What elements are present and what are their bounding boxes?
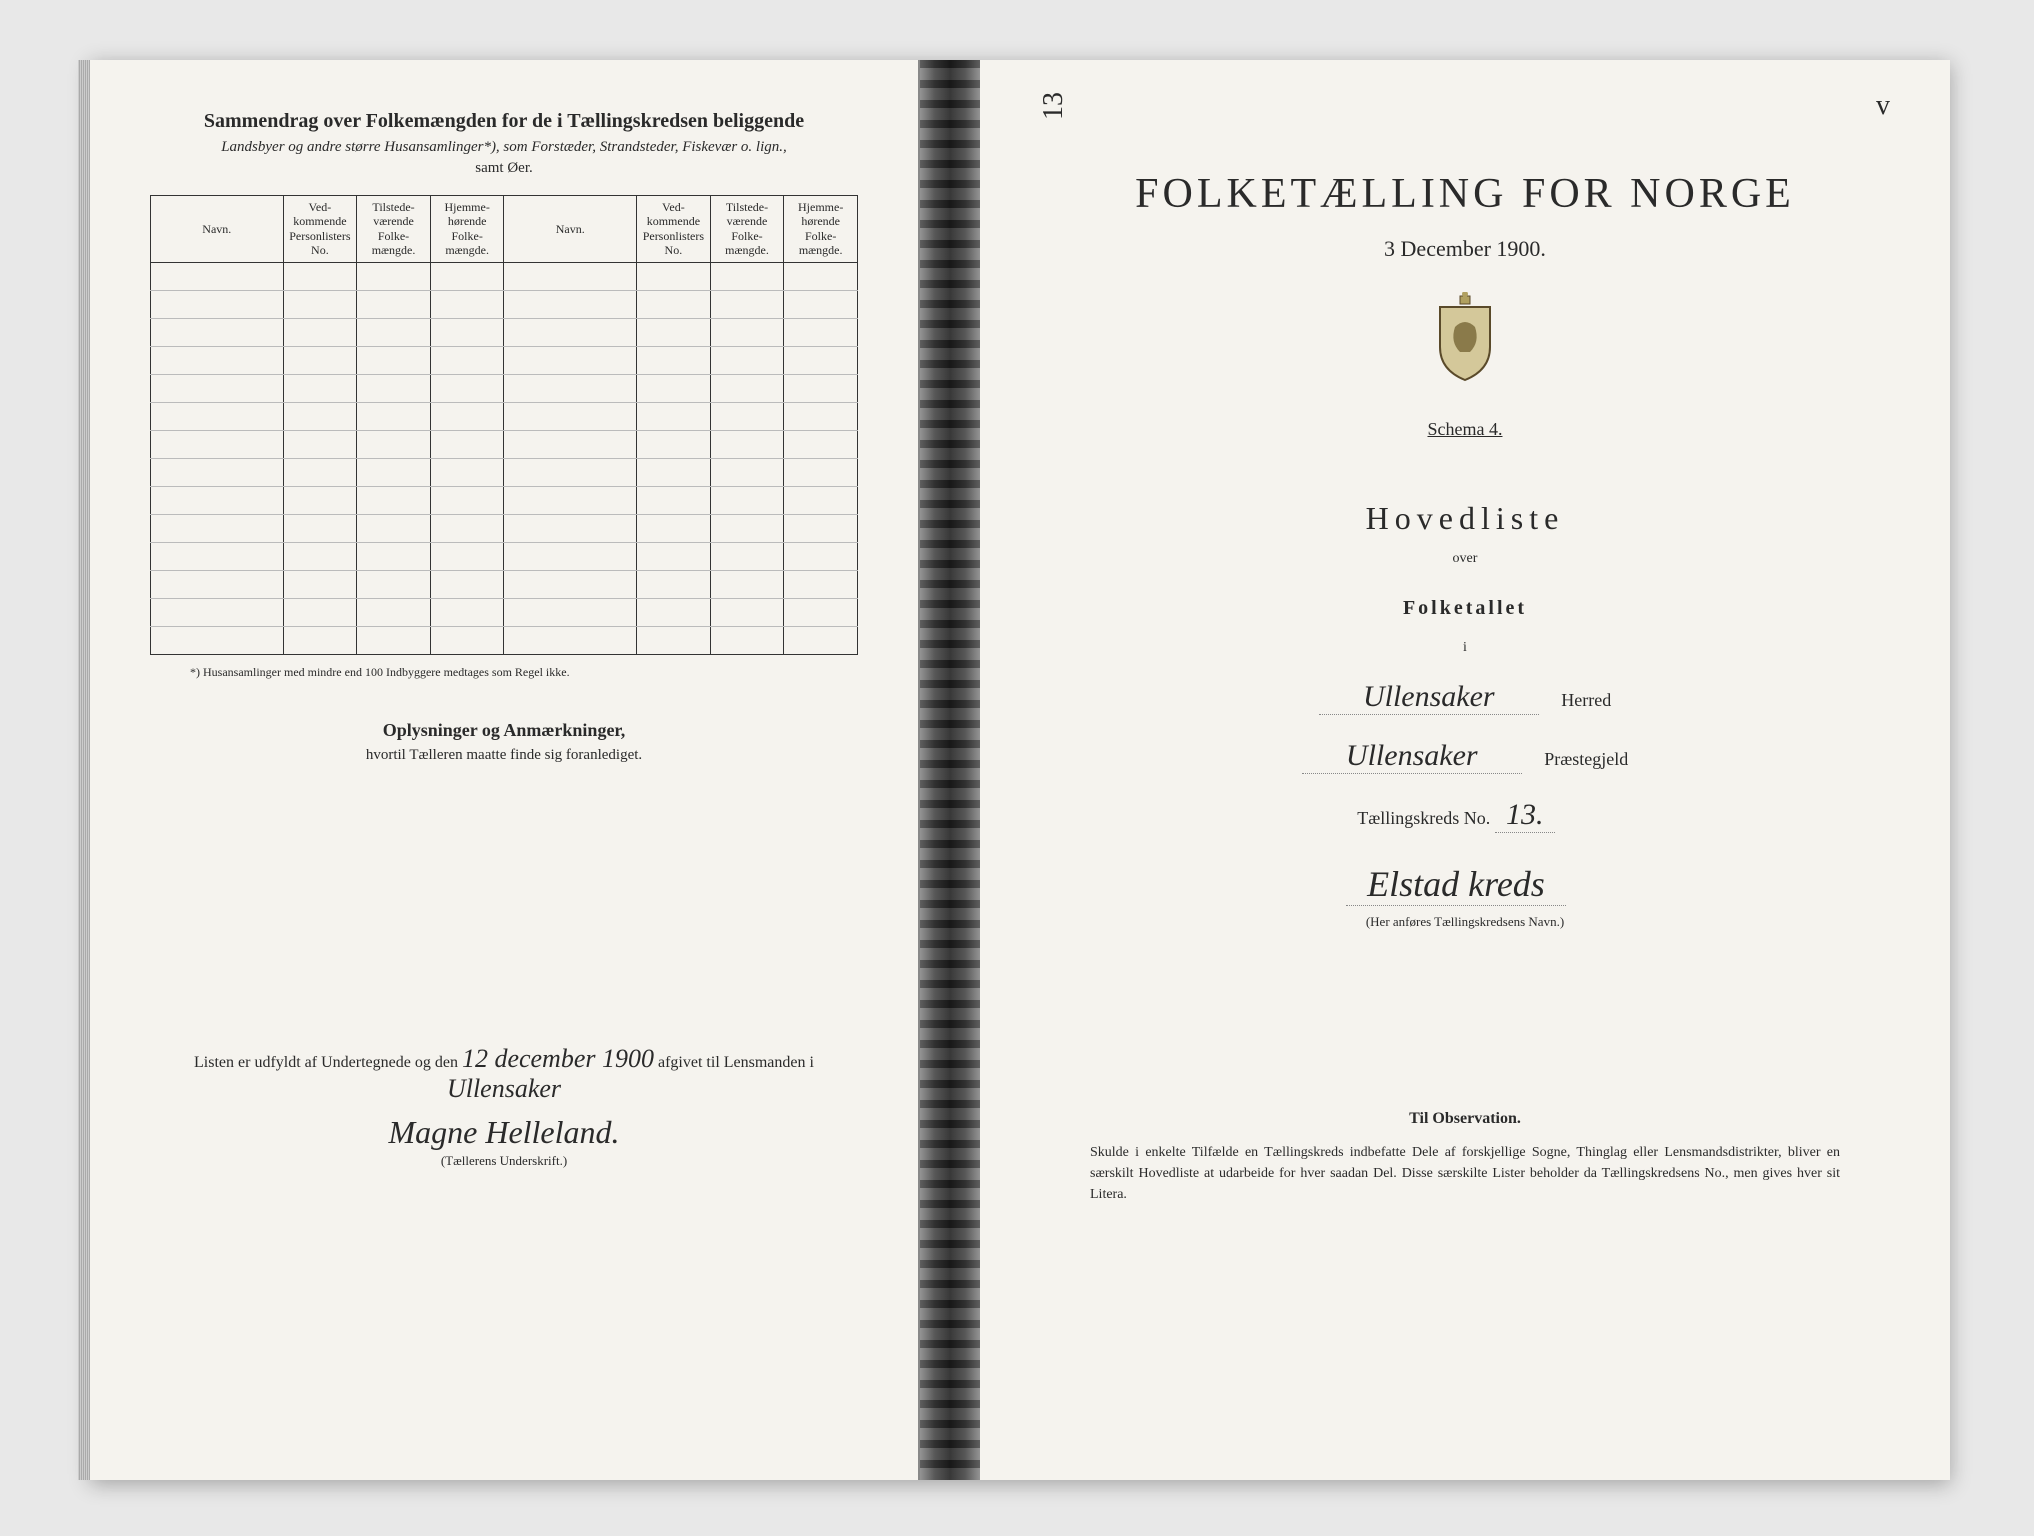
hovedliste-heading: Hovedliste [1040, 500, 1890, 537]
table-row [151, 262, 858, 290]
kreds-no: 13. [1495, 798, 1555, 833]
book-spread: Sammendrag over Folkemængden for de i Tæ… [90, 60, 1950, 1480]
table-row [151, 318, 858, 346]
observation-title: Til Observation. [1040, 1110, 1890, 1128]
table-row [151, 430, 858, 458]
page-stack-edge [78, 60, 90, 1480]
table-row [151, 290, 858, 318]
kreds-name-line: Elstad kreds [1040, 863, 1890, 906]
table-row [151, 514, 858, 542]
herred-value: Ullensaker [1319, 680, 1539, 715]
schema-label: Schema 4. [1040, 419, 1890, 440]
th-tilstede-1: Tilstede-værende Folke-mængde. [357, 196, 431, 263]
th-navn-1: Navn. [151, 196, 284, 263]
th-tilstede-2: Tilstede-værende Folke-mængde. [710, 196, 784, 263]
sig-place: Ullensaker [447, 1074, 561, 1103]
table-row [151, 486, 858, 514]
table-row [151, 402, 858, 430]
table-row [151, 570, 858, 598]
th-hjemme-1: Hjemme-hørende Folke-mængde. [430, 196, 504, 263]
corner-mark-left: 13 [1038, 92, 1070, 120]
kreds-caption: (Her anføres Tællingskredsens Navn.) [1040, 914, 1890, 930]
observation-body: Skulde i enkelte Tilfælde en Tællingskre… [1090, 1142, 1840, 1205]
kreds-prefix: Tællingskreds No. [1357, 808, 1490, 828]
remarks-heading: Oplysninger og Anmærkninger, [150, 720, 858, 741]
summary-table-body [151, 262, 858, 654]
herred-line: Ullensaker Herred [1040, 680, 1890, 715]
praestegjeld-line: Ullensaker Præstegjeld [1040, 739, 1890, 774]
th-navn-2: Navn. [504, 196, 637, 263]
left-page: Sammendrag over Folkemængden for de i Tæ… [90, 60, 920, 1480]
praestegjeld-label: Præstegjeld [1544, 749, 1628, 769]
kreds-no-line: Tællingskreds No. 13. [1040, 798, 1890, 833]
table-row [151, 542, 858, 570]
sig-name: Magne Helleland. [150, 1114, 858, 1151]
table-row [151, 346, 858, 374]
over-label: over [1040, 551, 1890, 567]
left-subtitle-2: samt Øer. [150, 160, 858, 177]
table-row [151, 626, 858, 654]
summary-table: Navn. Ved-kommende Personlisters No. Til… [150, 195, 858, 655]
sig-caption: (Tællerens Underskrift.) [150, 1153, 858, 1169]
left-title: Sammendrag over Folkemængden for de i Tæ… [150, 110, 858, 133]
folketallet-label: Folketallet [1040, 597, 1890, 620]
main-date: 3 December 1900. [1040, 236, 1890, 262]
i-label: i [1040, 640, 1890, 656]
sig-date: 12 december 1900 [462, 1044, 654, 1073]
signature-block: Listen er udfyldt af Undertegnede og den… [150, 1044, 858, 1169]
book-binding [920, 60, 980, 1480]
table-row [151, 598, 858, 626]
praestegjeld-value: Ullensaker [1302, 739, 1522, 774]
main-title: FOLKETÆLLING FOR NORGE [1040, 170, 1890, 218]
sig-mid: afgivet til Lensmanden i [658, 1054, 814, 1071]
corner-mark-right: v [1876, 90, 1890, 122]
kreds-name: Elstad kreds [1346, 863, 1566, 906]
sig-prefix: Listen er udfyldt af Undertegnede og den [194, 1054, 458, 1071]
remarks-sub: hvortil Tælleren maatte finde sig foranl… [150, 747, 858, 764]
th-vedk-1: Ved-kommende Personlisters No. [283, 196, 357, 263]
th-vedk-2: Ved-kommende Personlisters No. [637, 196, 711, 263]
left-subtitle-italic: Landsbyer og andre større Husansamlinger… [150, 139, 858, 156]
table-row [151, 374, 858, 402]
th-hjemme-2: Hjemme-hørende Folke-mængde. [784, 196, 858, 263]
herred-label: Herred [1561, 690, 1611, 710]
right-page: 13 v FOLKETÆLLING FOR NORGE 3 December 1… [980, 60, 1950, 1480]
coat-of-arms-icon [1430, 292, 1500, 382]
footnote: *) Husansamlinger med mindre end 100 Ind… [150, 665, 858, 680]
table-row [151, 458, 858, 486]
